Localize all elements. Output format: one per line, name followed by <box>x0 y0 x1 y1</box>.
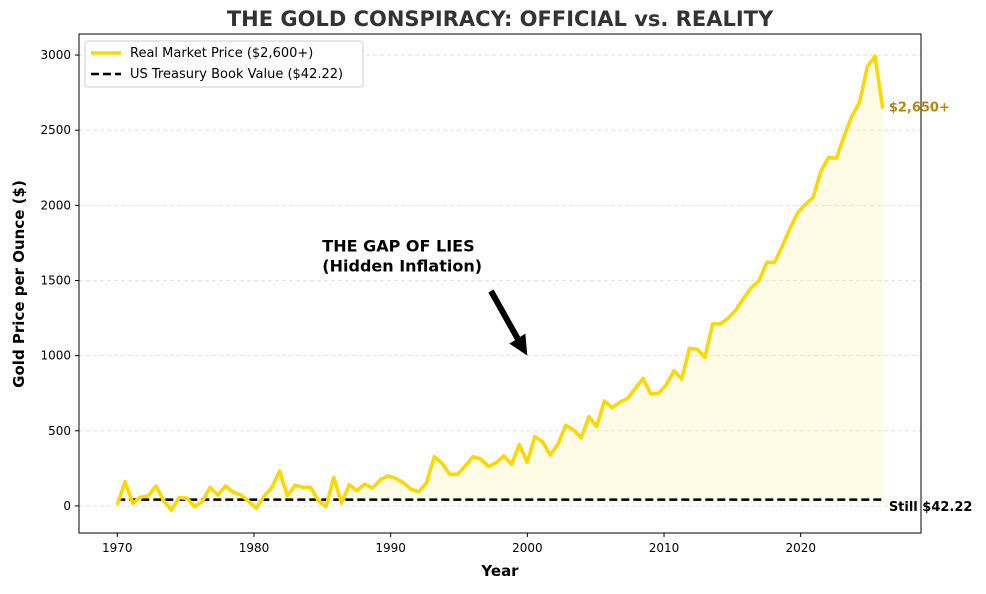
axes: 0 500 1000 1500 2000 2500 3000 1970 1980 1990 2000… <box>40 33 922 555</box>
y-tick-label: 500 <box>48 424 71 438</box>
annotation-arrow-head <box>509 333 528 356</box>
legend-box <box>84 40 364 88</box>
y-tick-label: 3000 <box>40 48 71 62</box>
legend-label-treasury: US Treasury Book Value ($42.22) <box>130 67 343 82</box>
gap-annotation-text: (Hidden Inflation) <box>322 256 482 275</box>
gap-fill <box>117 56 883 511</box>
chart-title: THE GOLD CONSPIRACY: OFFICIAL vs. REALIT… <box>227 7 774 31</box>
legend-label-market: Real Market Price ($2,600+) <box>130 46 313 61</box>
x-tick-label: 1970 <box>102 541 133 555</box>
legend: Real Market Price ($2,600+) US Treasury B… <box>84 40 364 88</box>
gap-annotation-text: THE GAP OF LIES <box>322 236 474 255</box>
market-price-line <box>115 54 885 512</box>
y-tick-label: 0 <box>63 499 71 513</box>
x-tick-label: 1990 <box>375 541 406 555</box>
y-tick-label: 1500 <box>40 273 71 287</box>
x-axis-label: Year <box>480 562 519 580</box>
plot-frame <box>78 33 922 534</box>
x-tick-label: 2000 <box>512 541 543 555</box>
x-tick-label: 2010 <box>649 541 680 555</box>
y-tick-label: 2000 <box>40 198 71 212</box>
series-lines <box>115 54 885 512</box>
annotation-arrow <box>488 289 522 344</box>
x-tick-label: 2020 <box>785 541 816 555</box>
y-axis-label: Gold Price per Ounce ($) <box>10 180 28 388</box>
current-price-label: $2,650+ <box>889 101 950 116</box>
y-tick-label: 1000 <box>40 349 71 363</box>
x-tick-label: 1980 <box>239 541 270 555</box>
gap-fill-area <box>117 56 883 511</box>
annotations: THE GAP OF LIES(Hidden Inflation) $2,650+… <box>322 101 972 515</box>
book-value-label: Still $42.22 <box>889 500 973 515</box>
y-tick-label: 2500 <box>40 123 71 137</box>
